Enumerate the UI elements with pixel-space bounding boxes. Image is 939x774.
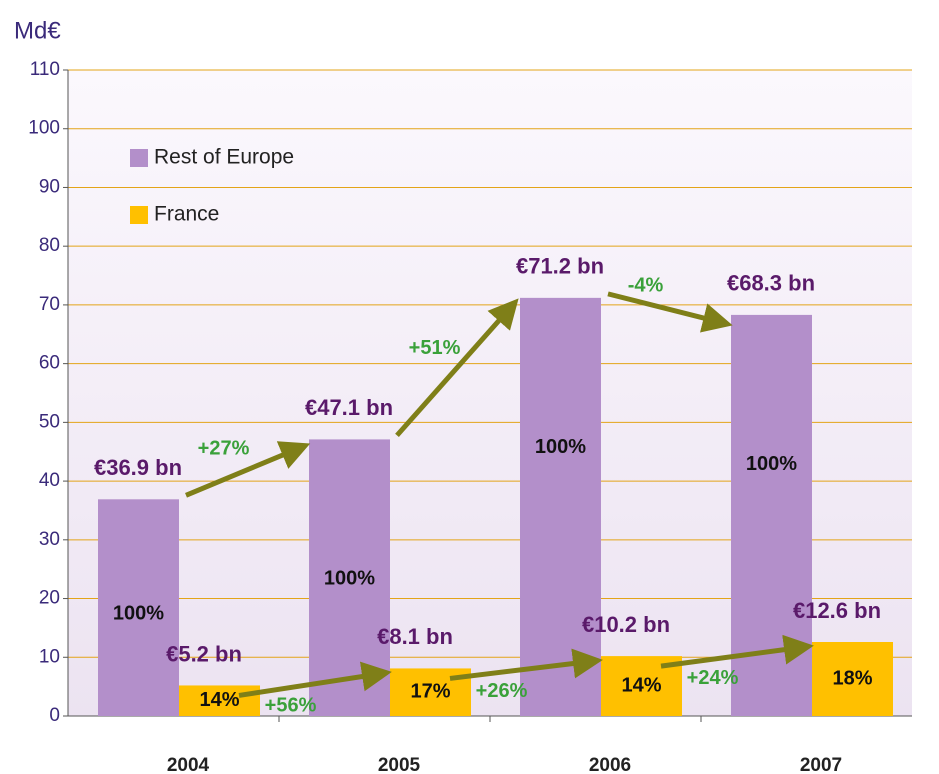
value-label: €68.3 bn	[727, 271, 815, 296]
value-label: €36.9 bn	[94, 455, 182, 480]
legend-swatch	[130, 206, 148, 224]
change-arrow	[660, 634, 814, 669]
value-label: €71.2 bn	[516, 254, 604, 279]
change-label: +51%	[409, 337, 461, 359]
value-label: €10.2 bn	[582, 612, 670, 637]
inner-label: 100%	[746, 453, 797, 475]
inner-label: 100%	[113, 603, 164, 625]
change-label: +56%	[265, 695, 317, 717]
legend-swatch	[130, 149, 148, 167]
y-tick-label: 110	[30, 59, 60, 80]
y-tick-label: 90	[39, 176, 60, 197]
value-label: €8.1 bn	[377, 624, 453, 649]
bar	[179, 685, 260, 716]
y-tick-label: 0	[49, 705, 60, 726]
change-label: +24%	[687, 667, 739, 689]
change-arrow	[238, 661, 392, 698]
y-tick-label: 80	[39, 235, 60, 256]
change-label: -4%	[628, 275, 664, 297]
inner-label: 14%	[199, 689, 239, 711]
legend-label: France	[154, 203, 219, 226]
x-tick-label: 2005	[378, 755, 421, 774]
inner-label: 100%	[324, 568, 375, 590]
value-label: €47.1 bn	[305, 395, 393, 420]
change-arrow	[185, 441, 311, 498]
value-label: €5.2 bn	[166, 641, 242, 666]
y-tick-label: 70	[39, 294, 60, 315]
inner-label: 100%	[535, 436, 586, 458]
y-axis-label: Md€	[14, 17, 61, 44]
change-label: +26%	[476, 680, 528, 702]
y-tick-label: 100	[28, 118, 60, 139]
bar	[98, 499, 179, 716]
inner-label: 17%	[410, 680, 450, 702]
x-tick-label: 2007	[800, 755, 842, 774]
y-tick-label: 60	[39, 353, 60, 374]
change-label: +27%	[198, 438, 250, 460]
y-tick-label: 20	[39, 588, 60, 609]
inner-label: 14%	[621, 674, 661, 696]
bar	[520, 297, 601, 716]
y-tick-label: 10	[39, 646, 60, 667]
x-tick-label: 2004	[167, 755, 210, 774]
y-tick-label: 50	[39, 411, 60, 432]
value-label: €12.6 bn	[793, 598, 881, 623]
inner-label: 18%	[832, 667, 872, 689]
legend-label: Rest of Europe	[154, 146, 294, 169]
change-arrow	[449, 648, 603, 681]
change-arrow	[395, 298, 519, 438]
change-arrow	[607, 291, 733, 333]
x-tick-label: 2006	[589, 755, 631, 774]
bar	[812, 642, 893, 716]
y-tick-label: 30	[39, 529, 60, 550]
y-tick-label: 40	[39, 470, 60, 491]
